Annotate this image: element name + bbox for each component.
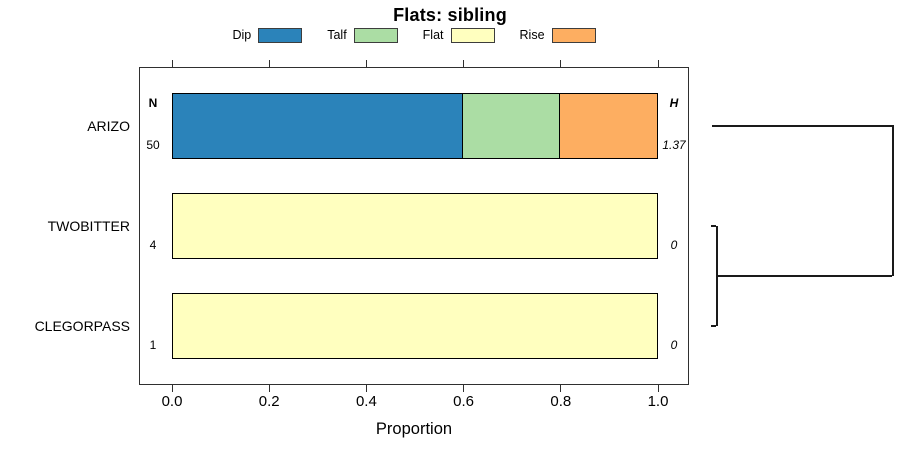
dendrogram-leaf-line [712, 125, 894, 127]
x-axis-tick-label: 0.8 [550, 393, 572, 410]
legend-item-flat: Flat [422, 27, 495, 43]
n-value: 50 [146, 138, 160, 152]
x-axis-tick-label: 0.0 [161, 393, 183, 410]
bar-segment-talf [463, 94, 561, 158]
legend-label: Talf [327, 28, 347, 42]
dendrogram-leaf-stub [711, 225, 716, 227]
bar-segment-rise [560, 94, 657, 158]
x-axis-tick-top [365, 60, 367, 67]
x-axis-tick-top [560, 60, 562, 67]
x-axis-tick-bottom [171, 385, 173, 392]
legend: Dip Talf Flat Rise [139, 26, 689, 44]
legend-label: Flat [422, 28, 444, 42]
dendrogram-inner-join [716, 226, 718, 326]
x-axis-tick-label: 0.6 [453, 393, 475, 410]
legend-item-rise: Rise [519, 27, 596, 43]
n-value: 1 [149, 338, 157, 352]
x-axis-tick-top [171, 60, 173, 67]
x-axis-tick-label: 0.2 [258, 393, 280, 410]
bar-segment-flat [173, 194, 657, 258]
x-axis-tick-label: 0.4 [355, 393, 377, 410]
category-label-twobitter: TWOBITTER [47, 218, 130, 234]
legend-item-talf: Talf [327, 27, 398, 43]
stacked-bar-twobitter [172, 193, 658, 259]
x-axis-tick-label: 1.0 [647, 393, 669, 410]
x-axis-label: Proportion [375, 420, 453, 438]
dendrogram-cluster-line [716, 275, 892, 277]
plot-box [139, 67, 689, 385]
x-axis-tick-bottom [657, 385, 659, 392]
x-axis-tick-bottom [560, 385, 562, 392]
h-value: 0 [670, 338, 678, 352]
stacked-bar-clegorpass [172, 293, 658, 359]
h-column-header: H [669, 96, 679, 110]
h-value: 1.37 [662, 138, 686, 152]
legend-item-dip: Dip [232, 27, 303, 43]
legend-label: Rise [519, 28, 545, 42]
stacked-bar-arizo [172, 93, 658, 159]
n-column-header: N [148, 96, 158, 110]
n-value: 4 [149, 238, 157, 252]
dendrogram-outer-join [892, 126, 894, 276]
x-axis-tick-top [463, 60, 465, 67]
h-value: 0 [670, 238, 678, 252]
legend-swatch [450, 27, 495, 43]
legend-label: Dip [232, 28, 252, 42]
x-axis-tick-top [657, 60, 659, 67]
x-axis-tick-top [268, 60, 270, 67]
legend-swatch [551, 27, 596, 43]
category-label-clegorpass: CLEGORPASS [34, 318, 130, 334]
x-axis-tick-bottom [268, 385, 270, 392]
chart-title: Flats: sibling [393, 5, 507, 25]
x-axis-tick-bottom [463, 385, 465, 392]
legend-swatch [353, 27, 398, 43]
x-axis-tick-bottom [365, 385, 367, 392]
bar-segment-flat [173, 294, 657, 358]
bar-segment-dip [173, 94, 464, 158]
dendrogram-leaf-stub [711, 325, 716, 327]
category-label-arizo: ARIZO [87, 118, 130, 134]
legend-swatch [258, 27, 303, 43]
